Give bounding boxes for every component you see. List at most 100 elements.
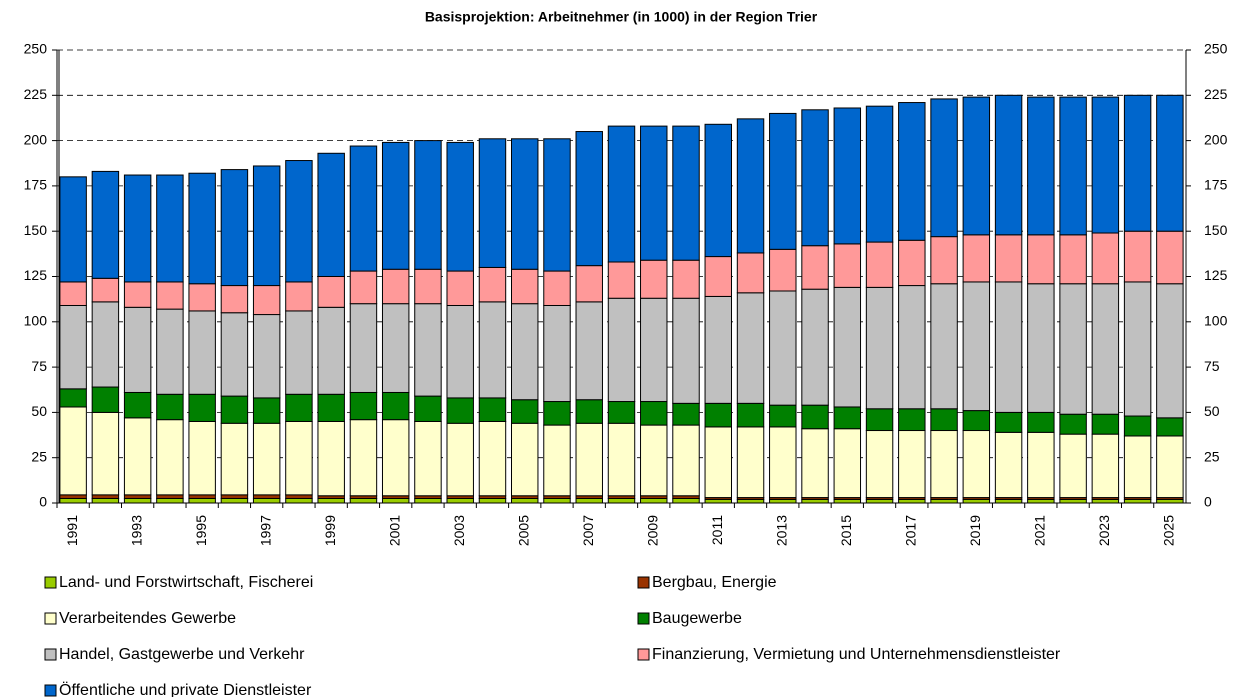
- bar-segment: [123, 497, 152, 504]
- bar-segment: [188, 310, 216, 395]
- bar-segment: [123, 417, 152, 496]
- x-tick-label: 2009: [644, 515, 660, 546]
- bar-segment: [1027, 498, 1055, 504]
- bar-segment: [252, 165, 281, 287]
- bar-segment: [672, 402, 700, 426]
- bar-segment: [994, 411, 1023, 433]
- bar-segment: [672, 297, 700, 404]
- bar-segment: [446, 304, 474, 399]
- y-tick-label: 0: [39, 494, 47, 510]
- bar-segment: [801, 498, 829, 504]
- bar-segment: [188, 494, 216, 499]
- bar-segment: [91, 277, 120, 303]
- bar-segment: [59, 388, 87, 408]
- bar-segment: [446, 497, 474, 504]
- bar-segment: [156, 393, 184, 421]
- bar-segment: [349, 419, 378, 497]
- bar-segment: [640, 125, 668, 261]
- bar-segment: [801, 109, 829, 247]
- y2-tick-label: 75: [1204, 358, 1220, 374]
- bar-segment: [704, 498, 732, 504]
- bar-segment: [156, 497, 184, 504]
- x-tick-label: 2003: [451, 515, 467, 546]
- bar-segment: [801, 404, 829, 430]
- bar-segment: [1123, 230, 1152, 283]
- bar-segment: [285, 281, 313, 312]
- bar-segment: [414, 420, 442, 497]
- bar-segment: [446, 397, 474, 424]
- bar-segment: [511, 268, 539, 305]
- bar-segment: [220, 285, 249, 314]
- bar-segment: [543, 497, 571, 504]
- y-tick-label: 75: [31, 358, 47, 374]
- bar-segment: [736, 252, 765, 294]
- legend-swatch: [637, 612, 650, 625]
- legend-swatch: [44, 648, 57, 661]
- bar-segment: [898, 285, 926, 410]
- bar-segment: [704, 295, 732, 404]
- bar-segment: [1027, 283, 1055, 413]
- y2-tick-label: 100: [1204, 313, 1228, 329]
- bar-segment: [1027, 431, 1055, 499]
- legend-label: Öffentliche und private Dienstleister: [59, 681, 312, 697]
- bar-segment: [381, 497, 410, 504]
- bar-segment: [252, 314, 281, 399]
- bar-segment: [446, 270, 474, 306]
- bar-segment: [1091, 433, 1120, 499]
- bar-segment: [1059, 283, 1087, 415]
- bar-segment: [252, 497, 281, 504]
- bar-segment: [930, 236, 958, 285]
- bar-segment: [865, 286, 894, 410]
- y-tick-label: 100: [24, 313, 48, 329]
- bar-segment: [833, 243, 862, 288]
- bar-segment: [769, 112, 797, 250]
- x-tick-label: 2017: [903, 515, 919, 546]
- legend-label: Finanzierung, Vermietung und Unternehmen…: [652, 646, 1061, 663]
- bar-segment: [1123, 281, 1152, 417]
- x-tick-label: 2021: [1032, 515, 1048, 546]
- y-tick-label: 175: [24, 177, 48, 193]
- bar-segment: [769, 426, 797, 499]
- bar-segment: [769, 290, 797, 406]
- bar-segment: [994, 498, 1023, 504]
- bar-segment: [1059, 96, 1087, 236]
- bar-segment: [414, 140, 442, 270]
- bar-segment: [446, 141, 474, 272]
- bar-segment: [220, 494, 249, 499]
- y-tick-label: 200: [24, 131, 48, 147]
- x-tick-label: 1991: [64, 515, 80, 546]
- bar-segment: [285, 494, 313, 499]
- bar-segment: [1027, 96, 1055, 236]
- bar-segment: [478, 301, 507, 399]
- x-tick-label: 2007: [580, 515, 596, 546]
- bar-segment: [898, 430, 926, 499]
- bar-segment: [543, 401, 571, 426]
- bar-segment: [575, 301, 603, 401]
- bar-segment: [1156, 417, 1184, 437]
- bar-segment: [220, 395, 249, 424]
- bar-segment: [91, 301, 120, 388]
- bar-segment: [285, 420, 313, 496]
- bar-segment: [543, 270, 571, 306]
- bar-segment: [801, 245, 829, 290]
- bar-segment: [962, 96, 991, 236]
- bar-segment: [478, 397, 507, 422]
- bar-segment: [123, 391, 152, 419]
- bar-segment: [1156, 94, 1184, 232]
- bar-segment: [736, 426, 765, 499]
- bar-segment: [220, 422, 249, 496]
- bar-segment: [898, 102, 926, 241]
- bar-segment: [91, 170, 120, 279]
- bar-segment: [930, 408, 958, 432]
- bar-segment: [511, 138, 539, 270]
- bar-segment: [381, 419, 410, 497]
- bar-segment: [220, 497, 249, 504]
- bar-segment: [123, 306, 152, 393]
- y-tick-label: 50: [31, 403, 47, 419]
- bar-segment: [59, 304, 87, 390]
- bar-segment: [1091, 232, 1120, 285]
- x-tick-label: 2005: [515, 515, 531, 546]
- bar-segment: [188, 393, 216, 422]
- legend-swatch: [44, 612, 57, 625]
- x-tick-label: 2001: [386, 515, 402, 546]
